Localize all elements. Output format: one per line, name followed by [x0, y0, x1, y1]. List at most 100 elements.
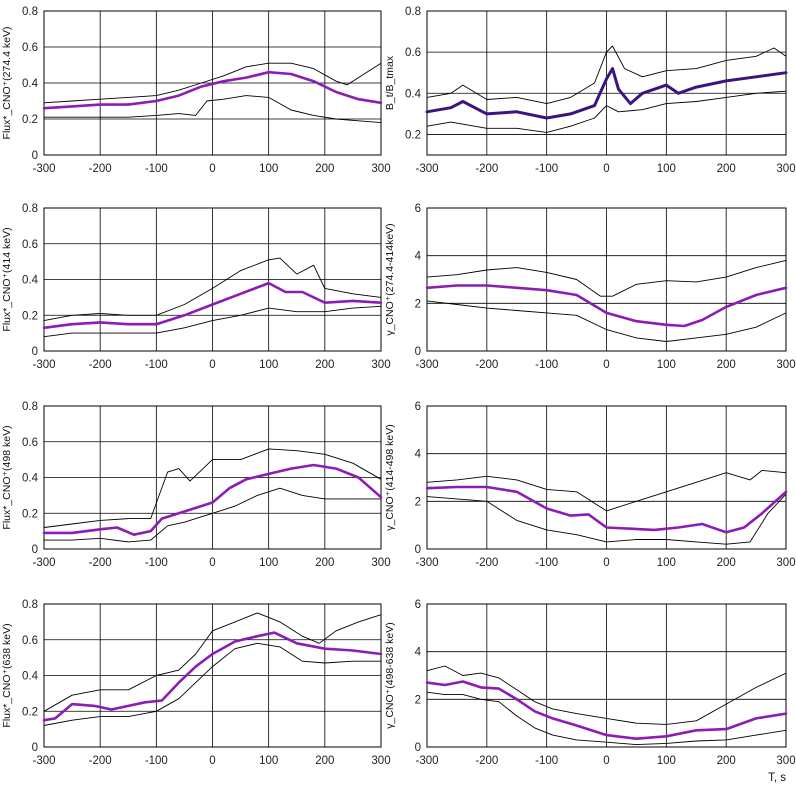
series-line-mean — [425, 680, 788, 741]
x-tick-label: 300 — [776, 755, 795, 767]
x-tick-label: 100 — [259, 755, 278, 767]
x-tick-label: 200 — [717, 557, 736, 569]
x-tick-label: 100 — [259, 359, 278, 371]
series-line-mean — [425, 485, 788, 534]
panel-p2: -300 -200 -100 0 100 200 300 0.2 0.4 0.6 0.8 B_t/B_… — [384, 6, 796, 175]
series-line-upper — [426, 259, 787, 297]
x-tick-label: 0 — [603, 359, 609, 371]
y-axis-label: Flux*_CNO⁺(498 keV) — [1, 425, 13, 529]
series-line-upper — [426, 45, 787, 105]
panel-p4: -300 -200 -100 0 100 200 300 0 2 4 6 γ_CNO⁺(274.4-4… — [384, 203, 796, 371]
x-tick-label: -100 — [145, 755, 168, 767]
y-tick-label: 0.2 — [22, 310, 38, 322]
y-tick-label: 0.2 — [22, 114, 38, 126]
y-tick-label: 0.6 — [22, 239, 38, 251]
x-tick-label: -200 — [475, 557, 498, 569]
x-tick-label: 200 — [717, 359, 736, 371]
x-tick-label: -100 — [535, 755, 558, 767]
x-tick-label: 0 — [603, 163, 609, 175]
x-tick-label: 200 — [315, 557, 334, 569]
x-tick-label: 100 — [259, 557, 278, 569]
x-tick-label: -100 — [145, 359, 168, 371]
y-tick-label: 0.8 — [22, 203, 38, 215]
x-tick-label: 300 — [371, 163, 390, 175]
x-tick-label: 200 — [717, 755, 736, 767]
x-tick-label: -300 — [32, 557, 55, 569]
plot-frame — [43, 207, 382, 352]
y-tick-label: 0.8 — [22, 401, 38, 413]
x-tick-label: 0 — [603, 755, 609, 767]
x-tick-label: 0 — [209, 163, 215, 175]
plot-frame — [43, 10, 382, 156]
x-tick-label: 300 — [371, 755, 390, 767]
x-tick-label: 300 — [371, 359, 390, 371]
series-line-lower — [426, 493, 787, 545]
y-tick-label: 0.6 — [405, 47, 421, 59]
x-tick-label: 100 — [657, 359, 676, 371]
y-tick-label: 6 — [415, 401, 421, 413]
x-tick-label: -100 — [145, 163, 168, 175]
y-tick-label: 0.8 — [22, 6, 38, 18]
plot-frame — [43, 405, 382, 550]
x-tick-label: -200 — [89, 755, 112, 767]
x-tick-label: -300 — [32, 359, 55, 371]
y-axis-label: Flux*_CNO⁺(638 keV) — [1, 623, 13, 727]
y-tick-label: 2 — [415, 298, 421, 310]
x-tick-label: -100 — [535, 163, 558, 175]
y-tick-label: 0.8 — [405, 6, 421, 18]
x-tick-label: -300 — [415, 557, 438, 569]
y-tick-label: 4 — [415, 647, 422, 659]
y-tick-label: 4 — [415, 251, 422, 263]
panel-p7: -300 -200 -100 0 100 200 300 0 0.2 0.4 0.6 0.8 Flux*… — [1, 599, 391, 767]
series-line-lower — [43, 305, 382, 338]
y-tick-label: 0.4 — [22, 78, 39, 90]
y-tick-label: 0.2 — [405, 129, 421, 141]
series-line-mean — [42, 631, 383, 722]
y-tick-label: 2 — [415, 694, 421, 706]
x-tick-label: 200 — [315, 755, 334, 767]
plot-frame — [426, 603, 787, 748]
series-line-mean — [425, 67, 788, 120]
x-tick-label: -200 — [475, 755, 498, 767]
y-tick-label: 0 — [32, 150, 38, 162]
y-tick-label: 0 — [415, 346, 421, 358]
series-line-lower — [426, 300, 787, 342]
y-tick-label: 6 — [415, 599, 421, 611]
plot-frame — [426, 207, 787, 352]
y-tick-label: 0.6 — [22, 42, 38, 54]
panel-p8: -300 -200 -100 0 100 200 300 0 2 4 6 γ_CNO⁺(498-638… — [384, 599, 796, 784]
y-tick-label: 0.8 — [22, 599, 38, 611]
panel-p3: -300 -200 -100 0 100 200 300 0 0.2 0.4 0.6 0.8 Flux*… — [1, 203, 391, 371]
x-tick-label: 300 — [776, 163, 795, 175]
panel-p6: -300 -200 -100 0 100 200 300 0 2 4 6 γ_CNO⁺(414-498… — [384, 401, 796, 569]
x-tick-label: 0 — [209, 359, 215, 371]
x-axis-label: T, s — [768, 772, 786, 784]
panel-p1: -300 -200 -100 0 100 200 300 0 0.2 0.4 0.6 0.8 Flux*… — [1, 6, 391, 175]
series-line-mean — [42, 70, 383, 110]
x-tick-label: 0 — [603, 557, 609, 569]
series-line-lower — [43, 642, 382, 726]
y-tick-label: 0.6 — [22, 635, 38, 647]
plot-frame — [426, 405, 787, 550]
y-tick-label: 0.4 — [405, 88, 422, 100]
x-tick-label: -300 — [415, 755, 438, 767]
y-tick-label: 0.4 — [22, 275, 39, 287]
x-tick-label: 300 — [371, 557, 390, 569]
y-axis-label: B_t/B_tmax — [384, 55, 396, 110]
y-axis-label: Flux*_CNO⁺(414 keV) — [1, 227, 13, 331]
series-line-lower — [426, 691, 787, 746]
y-tick-label: 0 — [32, 346, 38, 358]
series-line-lower — [426, 90, 787, 133]
series-line-upper — [426, 469, 787, 512]
x-tick-label: -100 — [145, 557, 168, 569]
series-line-upper — [426, 665, 787, 725]
y-tick-label: 0.2 — [22, 508, 38, 520]
y-axis-label: Flux*_CNO⁺(274.4 keV) — [1, 27, 13, 140]
x-tick-label: 100 — [657, 163, 676, 175]
y-tick-label: 6 — [415, 203, 421, 215]
x-tick-label: -300 — [32, 163, 55, 175]
x-tick-label: -200 — [475, 163, 498, 175]
x-tick-label: -300 — [32, 755, 55, 767]
series-line-lower — [43, 487, 382, 543]
